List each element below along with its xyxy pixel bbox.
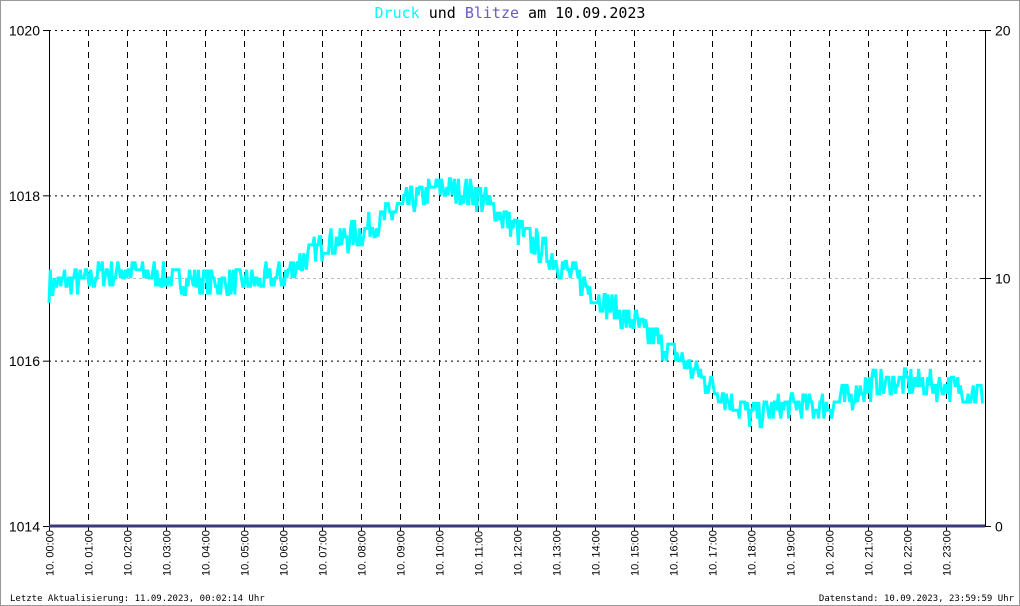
title-and: und — [419, 4, 465, 22]
x-tick-label: 10. 23:00 — [942, 530, 954, 576]
x-tick-label: 10. 18:00 — [747, 530, 759, 576]
x-tick-label: 10. 09:00 — [396, 530, 408, 576]
y-tick-label-right: 0 — [995, 519, 1003, 535]
x-tick-label: 10. 19:00 — [786, 530, 798, 576]
x-tick-label: 10. 04:00 — [201, 530, 213, 576]
pressure-line — [47, 177, 984, 429]
y-tick-label-left: 1014 — [9, 519, 40, 535]
x-tick-label: 10. 01:00 — [84, 530, 96, 576]
x-tick-label: 10. 22:00 — [903, 530, 915, 576]
x-tick-label: 10. 17:00 — [708, 530, 720, 576]
x-tick-label: 10. 07:00 — [318, 530, 330, 576]
x-tick-label: 10. 11:00 — [474, 531, 486, 576]
x-tick-label: 10. 02:00 — [123, 530, 135, 576]
y-tick-label-right: 20 — [995, 23, 1011, 39]
x-tick-label: 10. 12:00 — [513, 530, 525, 576]
y-tick-label-left: 1020 — [9, 23, 40, 39]
x-tick-label: 10. 15:00 — [630, 530, 642, 576]
last-update: Letzte Aktualisierung: 11.09.2023, 00:02… — [10, 594, 265, 604]
x-tick-label: 10. 08:00 — [357, 530, 369, 576]
y-tick-label-right: 10 — [995, 271, 1011, 287]
x-tick-label: 10. 21:00 — [864, 530, 876, 576]
x-tick-label: 10. 06:00 — [279, 530, 291, 576]
x-tick-label: 10. 16:00 — [669, 530, 681, 576]
title-pressure: Druck — [374, 4, 420, 22]
x-tick-label: 10. 03:00 — [162, 530, 174, 576]
x-tick-label: 10. 13:00 — [552, 530, 564, 576]
x-tick-label: 10. 14:00 — [591, 530, 603, 576]
chart-title: Druck und Blitze am 10.09.2023 — [0, 4, 1020, 22]
y-tick-label-left: 1018 — [9, 188, 40, 204]
title-lightning: Blitze — [464, 4, 520, 22]
data-timestamp: Datenstand: 10.09.2023, 23:59:59 Uhr — [818, 594, 1014, 604]
x-tick-label: 10. 20:00 — [825, 530, 837, 576]
x-tick-label: 10. 05:00 — [240, 530, 252, 576]
title-date: am 10.09.2023 — [519, 4, 646, 22]
x-tick-label: 10. 10:00 — [435, 530, 447, 576]
x-tick-label: 10. 00:00 — [45, 530, 57, 576]
y-tick-label-left: 1016 — [9, 353, 40, 369]
